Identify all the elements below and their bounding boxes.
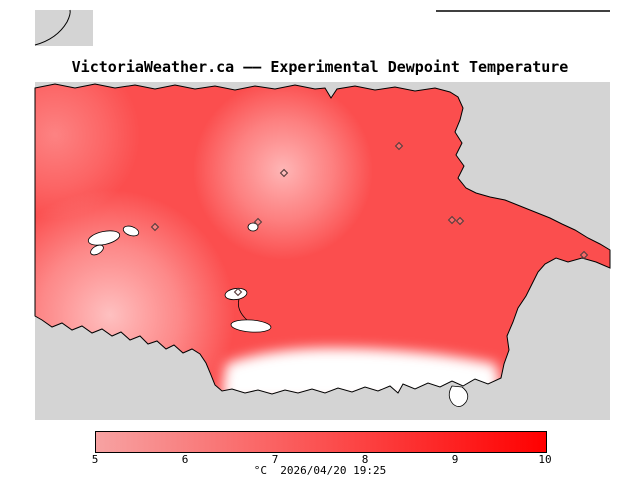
station-marker [579, 250, 589, 260]
colorbar-tick-label: 10 [538, 453, 552, 466]
station-marker [150, 222, 160, 232]
inlet [230, 319, 272, 333]
corner-coastline [34, 9, 71, 46]
colorbar-tick-label: 7 [271, 453, 279, 466]
channel-line [237, 298, 248, 321]
map-title: VictoriaWeather.ca —— Experimental Dewpo… [71, 58, 569, 76]
colorbar [95, 431, 547, 453]
coastal-spit [448, 385, 469, 407]
station-marker [455, 216, 465, 226]
lake [90, 244, 104, 256]
station-markers [150, 141, 589, 297]
station-marker [233, 287, 243, 297]
lake [87, 230, 121, 246]
colorbar-tick-label: 9 [451, 453, 459, 466]
colorbar-tick-label: 5 [91, 453, 99, 466]
colorbar-tick-label: 6 [181, 453, 189, 466]
colorbar-tick-row: 5 6 7 8 9 10 [91, 453, 552, 466]
colorbar-tick-label: 8 [361, 453, 369, 466]
timestamp-caption: °C 2026/04/20 19:25 [253, 464, 387, 477]
lake [122, 225, 140, 237]
lake [247, 222, 259, 232]
station-marker [394, 141, 404, 151]
map-corner-patch [35, 10, 93, 46]
station-marker [253, 217, 263, 227]
station-marker [279, 168, 289, 178]
station-marker [447, 215, 457, 225]
